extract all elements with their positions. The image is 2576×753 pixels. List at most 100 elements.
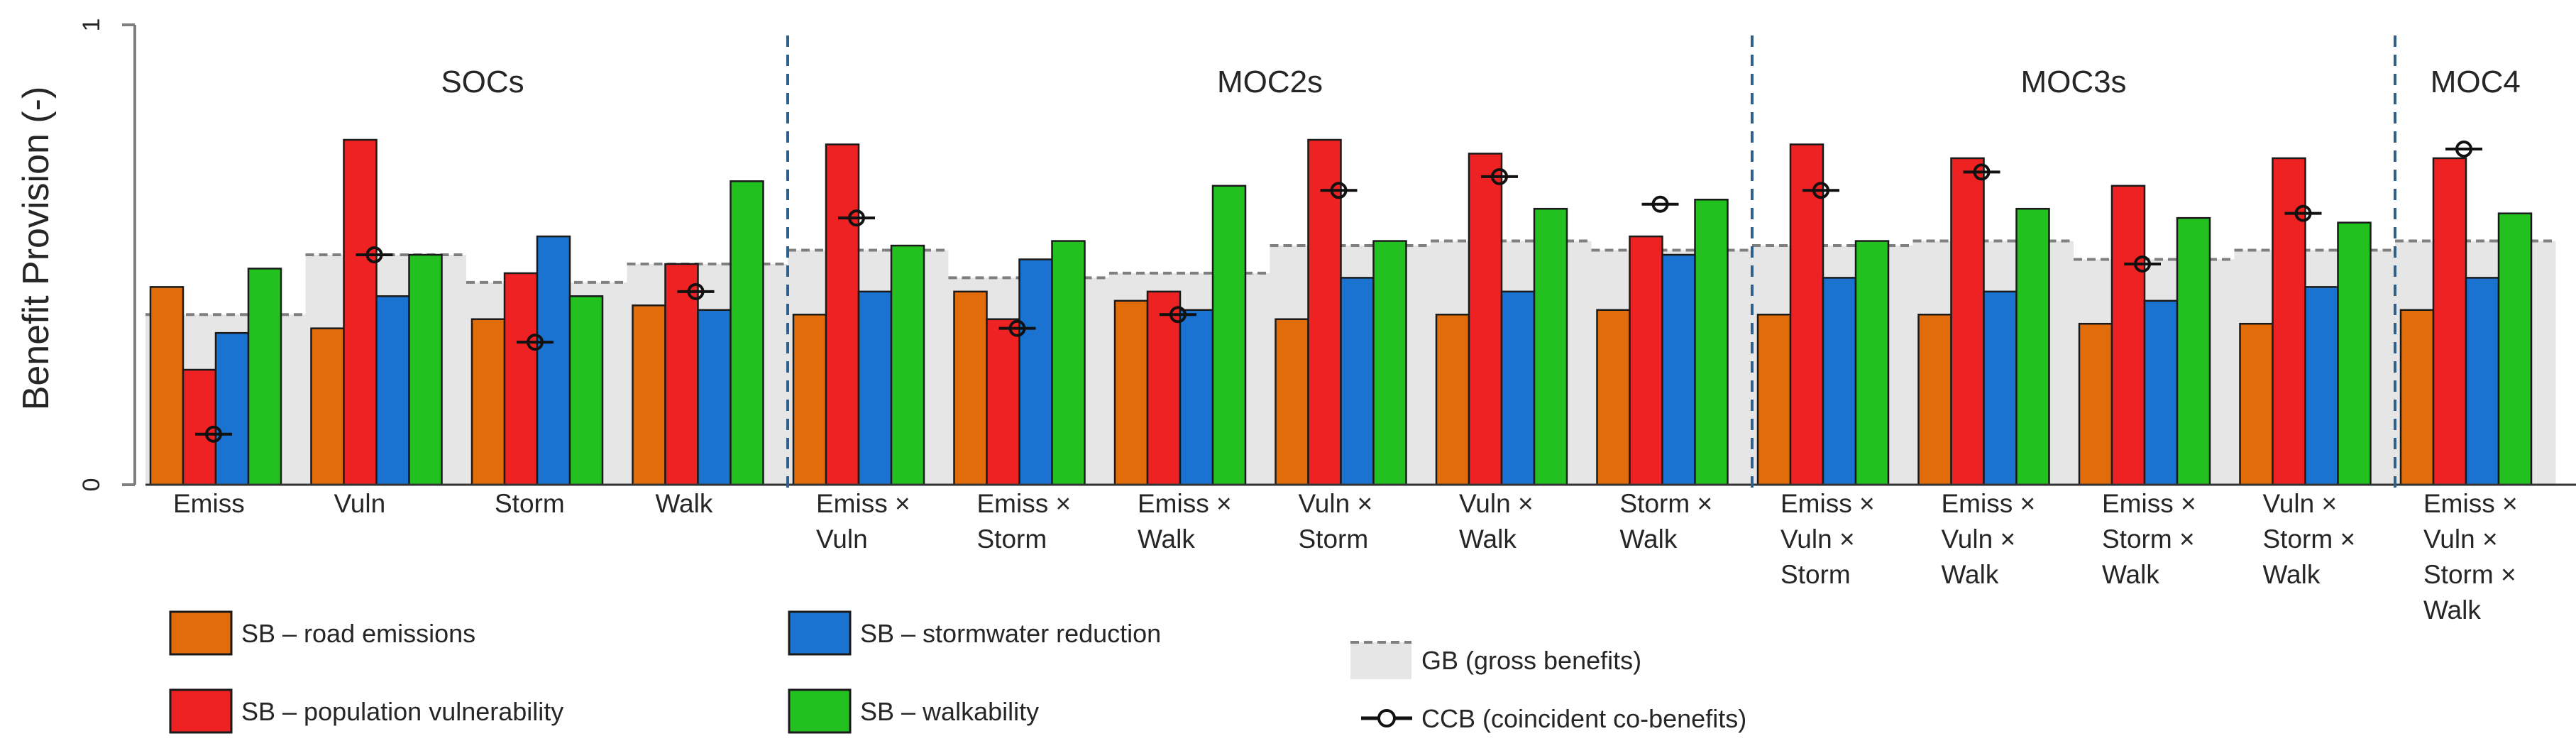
y-axis-label: Benefit Provision (-) [16, 87, 57, 411]
ccb-marker [1802, 182, 1839, 199]
bar-emissions [2399, 309, 2435, 486]
bar-stormwater [697, 309, 732, 486]
x-axis-labels: Emiss Vuln Storm Walk Emiss × Vuln Emiss × Stor… [173, 489, 2518, 625]
x-category-label: Emiss × Storm × Walk [2102, 489, 2196, 589]
x-category-label: Vuln × Storm [1299, 489, 1373, 554]
x-category-label: Emiss × Vuln [816, 489, 910, 554]
legend: SB – road emissions SB – population vulne… [169, 610, 1746, 734]
bar-emissions [792, 313, 827, 486]
bar-vulnerability [503, 272, 539, 486]
bar-stormwater [1018, 258, 1053, 486]
x-category-label: Emiss × Storm [977, 489, 1072, 554]
ccb-marker [195, 425, 232, 443]
group-label: MOC2s [1217, 65, 1323, 99]
bar-stormwater [2465, 277, 2500, 486]
legend-swatch [788, 688, 852, 734]
bar-stormwater [1500, 290, 1536, 486]
ccb-marker [677, 282, 715, 300]
bar-vulnerability [986, 318, 1020, 486]
ccb-marker [2445, 140, 2482, 158]
group-separators: SOCs MOC2s MOC3s MOC4 [441, 35, 2521, 490]
legend-label: GB (gross benefits) [1421, 646, 1641, 675]
bar-emissions [953, 290, 988, 486]
y-tick-label: 0 [78, 478, 105, 492]
bar-stormwater [1661, 253, 1696, 486]
bar-emissions [470, 318, 506, 486]
bar-emissions [2239, 322, 2274, 486]
legend-item-ccb: CCB (coincident co-benefits) [1361, 704, 1746, 733]
bar-walkability [2497, 212, 2533, 486]
legend-item: SB – road emissions [169, 610, 475, 656]
bar-vulnerability [1468, 153, 1503, 486]
ccb-marker [1481, 167, 1518, 185]
bar-stormwater [1340, 277, 1375, 486]
x-category-label: Emiss [173, 489, 245, 518]
legend-label: CCB (coincident co-benefits) [1421, 704, 1746, 733]
group-label: SOCs [441, 65, 524, 99]
bar-emissions [632, 304, 666, 486]
bar-vulnerability [343, 138, 378, 486]
bar-emissions [1756, 313, 1792, 486]
x-category-label: Storm [495, 489, 565, 518]
ccb-marker [356, 246, 393, 263]
bar-walkability [568, 295, 604, 486]
bar-walkability [408, 253, 443, 486]
legend-swatch [788, 610, 852, 656]
bar-walkability [1211, 185, 1247, 486]
bar-walkability [890, 244, 925, 486]
bar-stormwater [536, 235, 571, 486]
ccb-marker [1320, 182, 1358, 199]
bar-stormwater [2304, 286, 2339, 486]
x-category-label: Vuln × Walk [1459, 489, 1534, 554]
x-category-label: Vuln × Storm × Walk [2263, 489, 2356, 589]
bar-vulnerability [1629, 235, 1663, 486]
legend-item: SB – stormwater reduction [788, 610, 1161, 656]
bar-walkability [2176, 216, 2211, 486]
bar-walkability [1533, 207, 1568, 486]
bar-walkability [2015, 207, 2050, 486]
legend-label: SB – stormwater reduction [860, 619, 1161, 648]
ccb-marker [2124, 255, 2161, 273]
bar-emissions [310, 327, 345, 486]
ccb-marker [1160, 306, 1196, 324]
legend-label: SB – walkability [860, 697, 1039, 726]
bar-vulnerability [2432, 157, 2467, 486]
legend-label: SB – population vulnerability [241, 697, 563, 726]
group-label: MOC3s [2020, 65, 2126, 99]
bar-emissions [1435, 313, 1470, 486]
ccb-marker [1963, 163, 2000, 181]
x-category-label: Emiss × Vuln × Storm [1780, 489, 1875, 589]
y-tick-label: 1 [78, 18, 105, 32]
bar-emissions [1275, 318, 1309, 486]
bar-walkability [1372, 240, 1407, 486]
x-category-label: Walk [656, 489, 713, 518]
bar-walkability [730, 180, 764, 486]
bar-emissions [1113, 299, 1149, 486]
ccb-marker [998, 319, 1036, 337]
y-axis: 01 [78, 18, 136, 492]
bar-vulnerability [1789, 143, 1824, 486]
bar-vulnerability [825, 143, 860, 486]
legend-item-gb: GB (gross benefits) [1350, 641, 1641, 679]
x-category-label: Vuln [334, 489, 386, 518]
bar-stormwater [1983, 290, 2018, 486]
bar-emissions [149, 286, 185, 486]
x-category-label: Emiss × Vuln × Storm × Walk [2423, 489, 2518, 625]
bar-walkability [2337, 221, 2372, 486]
group-label: MOC4 [2431, 65, 2521, 99]
bar-stormwater [375, 295, 410, 486]
bar-stormwater [857, 290, 893, 486]
legend-item: SB – walkability [788, 688, 1039, 734]
bar-walkability [1694, 198, 1729, 486]
x-category-label: Emiss × Walk [1138, 489, 1232, 554]
bar-stormwater [1822, 277, 1857, 486]
x-category-label: Storm × Walk [1620, 489, 1713, 554]
bar-stormwater [2143, 299, 2179, 486]
ccb-marker [838, 209, 875, 227]
ccb-marker [517, 334, 554, 351]
bar-vulnerability [2110, 185, 2146, 486]
bar-walkability [1854, 240, 1890, 486]
bar-emissions [1917, 313, 1952, 486]
bar-walkability [247, 268, 282, 486]
